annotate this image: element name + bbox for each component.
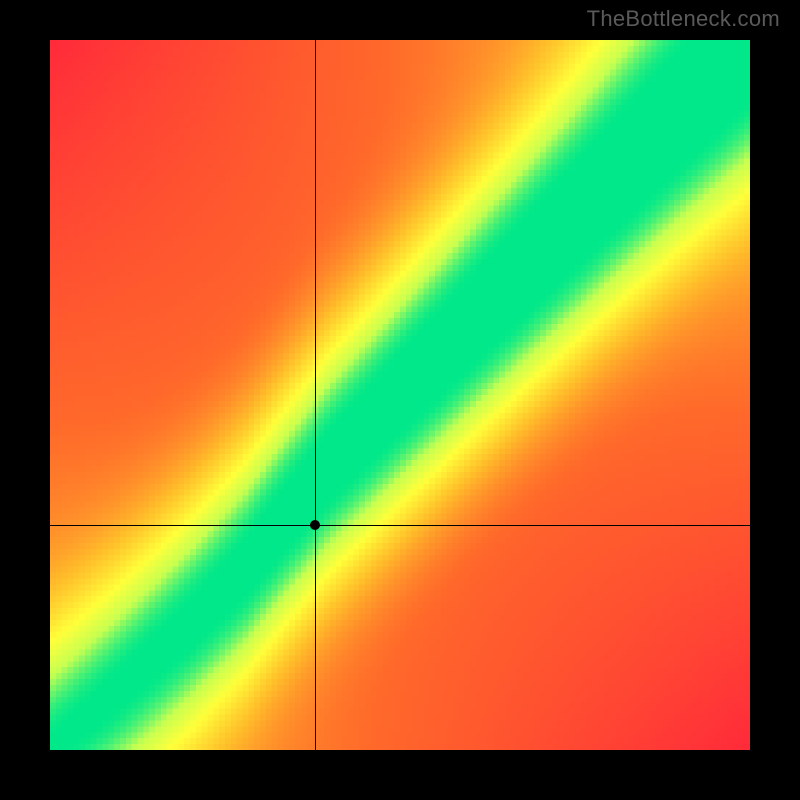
crosshair-vertical [315, 40, 316, 750]
selected-point [310, 520, 320, 530]
crosshair-horizontal [50, 525, 750, 526]
heatmap-canvas [50, 40, 750, 750]
watermark-text: TheBottleneck.com [587, 6, 780, 32]
bottleneck-heatmap [50, 40, 750, 750]
